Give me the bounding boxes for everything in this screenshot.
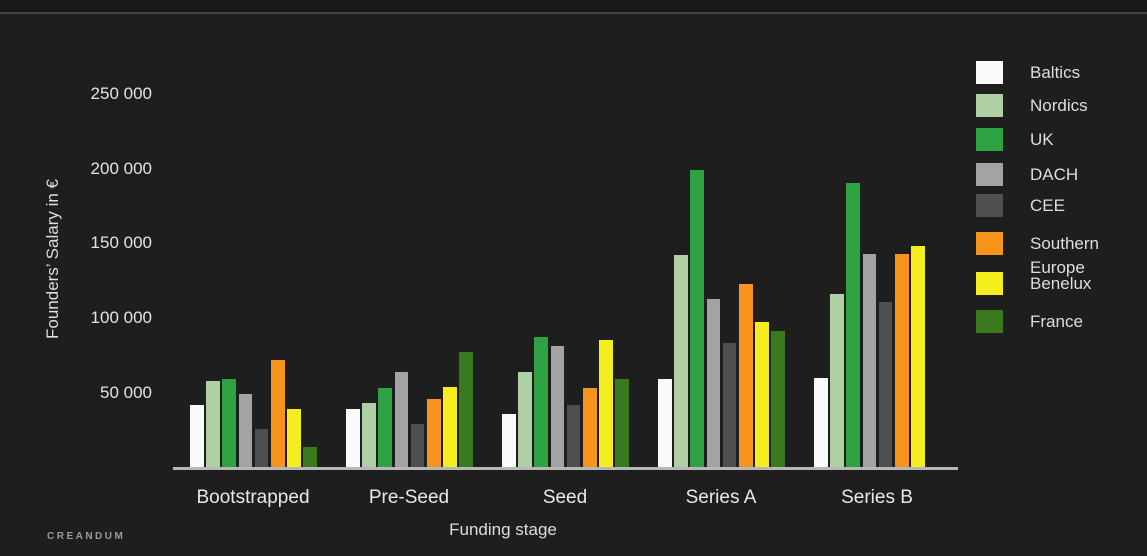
y-tick-250000: 250 000 bbox=[90, 83, 152, 103]
bar-cee-series-b bbox=[878, 301, 893, 468]
bar-cee-seed bbox=[566, 404, 581, 468]
bar-cee-series-a bbox=[722, 343, 737, 468]
bar-dach-pre-seed bbox=[394, 371, 409, 468]
bar-southern-europe-series-b bbox=[895, 253, 909, 468]
bar-nordics-series-b bbox=[830, 294, 844, 468]
bar-nordics-seed bbox=[518, 371, 532, 468]
y-tick-100000: 100 000 bbox=[90, 308, 152, 327]
top-divider-line bbox=[0, 12, 1147, 14]
bar-baltics-bootstrapped bbox=[190, 404, 204, 468]
x-tick-series-a: Series A bbox=[685, 487, 757, 508]
bar-benelux-series-b bbox=[911, 246, 925, 468]
bar-uk-series-a bbox=[690, 169, 704, 468]
legend-swatch-southern-europe bbox=[976, 232, 1003, 255]
bar-dach-series-b bbox=[862, 253, 877, 468]
x-tick-bootstrapped: Bootstrapped bbox=[196, 487, 310, 508]
legend-item-cee: CEE bbox=[976, 194, 1140, 218]
legend-item-uk: UK bbox=[976, 128, 1140, 152]
bar-uk-bootstrapped bbox=[222, 379, 236, 468]
legend-label-uk: UK bbox=[1030, 130, 1054, 149]
y-tick-150000: 150 000 bbox=[90, 233, 152, 253]
bar-dach-seed bbox=[550, 346, 565, 468]
bar-cee-pre-seed bbox=[410, 424, 425, 468]
bar-uk-series-b bbox=[846, 183, 860, 468]
legend-swatch-france bbox=[976, 310, 1003, 333]
bar-baltics-series-a bbox=[658, 379, 672, 468]
legend-swatch-cee bbox=[976, 194, 1003, 217]
bar-uk-pre-seed bbox=[378, 388, 392, 468]
legend: Baltics Nordics UK DACH CEE Southern Europe Be… bbox=[976, 0, 1147, 360]
legend-label-cee: CEE bbox=[1030, 196, 1065, 215]
bar-nordics-series-a bbox=[674, 255, 688, 468]
bar-benelux-pre-seed bbox=[443, 386, 457, 468]
bar-baltics-seed bbox=[502, 413, 516, 468]
legend-swatch-baltics bbox=[976, 61, 1003, 84]
legend-item-baltics: Baltics bbox=[976, 61, 1140, 85]
creandum-logo: CREANDUM bbox=[47, 531, 126, 542]
bar-southern-europe-bootstrapped bbox=[271, 359, 285, 468]
bar-france-seed bbox=[615, 379, 629, 468]
y-tick-200000: 200 000 bbox=[90, 158, 152, 178]
legend-label-nordics: Nordics bbox=[1030, 96, 1088, 115]
bar-cee-bootstrapped bbox=[254, 428, 269, 468]
bar-southern-europe-seed bbox=[583, 388, 597, 468]
bar-baltics-pre-seed bbox=[346, 409, 360, 468]
y-tick-50000: 50 000 bbox=[100, 382, 152, 402]
legend-item-benelux: Benelux bbox=[976, 272, 1140, 296]
legend-swatch-dach bbox=[976, 163, 1003, 186]
x-axis-title: Funding stage bbox=[449, 520, 557, 539]
bar-uk-seed bbox=[534, 337, 548, 468]
bar-southern-europe-pre-seed bbox=[427, 398, 441, 468]
bar-dach-bootstrapped bbox=[238, 394, 253, 468]
legend-label-southern-europe: Southern Europe bbox=[1030, 234, 1099, 277]
x-axis-line bbox=[173, 467, 958, 470]
legend-item-nordics: Nordics bbox=[976, 94, 1140, 118]
legend-swatch-uk bbox=[976, 128, 1003, 151]
x-tick-series-b: Series B bbox=[841, 487, 913, 508]
bar-dach-series-a bbox=[706, 298, 721, 468]
bar-benelux-series-a bbox=[755, 322, 769, 468]
legend-label-dach: DACH bbox=[1030, 165, 1079, 184]
bar-benelux-bootstrapped bbox=[287, 409, 301, 468]
bar-france-series-a bbox=[771, 331, 785, 468]
x-tick-seed: Seed bbox=[542, 487, 588, 508]
bar-southern-europe-series-a bbox=[739, 283, 753, 468]
legend-label-baltics: Baltics bbox=[1030, 63, 1081, 82]
legend-swatch-nordics bbox=[976, 94, 1003, 117]
bar-france-pre-seed bbox=[459, 352, 473, 468]
legend-item-france: France bbox=[976, 310, 1140, 334]
legend-label-france: France bbox=[1030, 312, 1083, 331]
bar-france-bootstrapped bbox=[303, 446, 317, 468]
window-top-edge bbox=[0, 0, 1147, 12]
bar-baltics-series-b bbox=[814, 377, 828, 468]
bar-benelux-seed bbox=[599, 340, 613, 468]
bar-nordics-pre-seed bbox=[362, 403, 376, 468]
legend-item-dach: DACH bbox=[976, 163, 1140, 187]
legend-item-southern-europe: Southern Europe bbox=[976, 232, 1140, 280]
legend-swatch-benelux bbox=[976, 272, 1003, 295]
x-tick-pre-seed: Pre-Seed bbox=[368, 487, 450, 508]
legend-label-benelux: Benelux bbox=[1030, 274, 1092, 293]
bar-nordics-bootstrapped bbox=[206, 380, 220, 468]
